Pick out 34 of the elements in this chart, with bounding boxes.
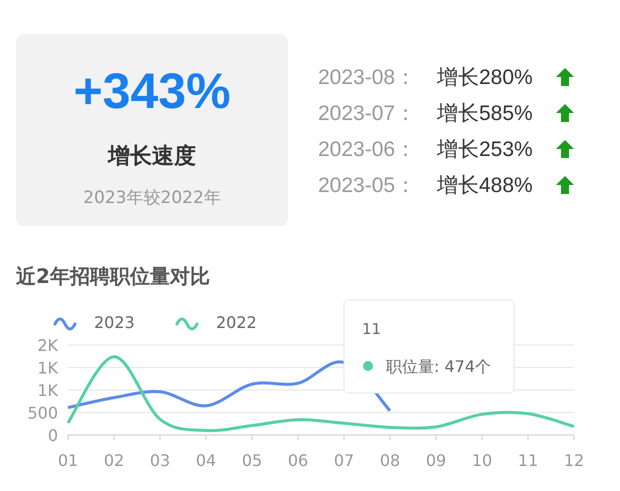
text: 2023-05： xyxy=(318,174,416,197)
text: 11 xyxy=(362,320,382,338)
text: 2023-07： xyxy=(318,102,416,125)
x-tick-label: 01 xyxy=(58,451,78,470)
legend-label: 2022 xyxy=(216,313,257,332)
annotation: 职位量: 474个 xyxy=(386,357,492,376)
x-tick-label: 12 xyxy=(564,451,584,470)
text: 增长253% xyxy=(436,138,533,161)
line-series xyxy=(66,355,576,432)
text: 增长280% xyxy=(436,66,533,89)
text: 2023-06： xyxy=(318,138,416,161)
text: +343% xyxy=(73,63,231,119)
y-tick-label: 2K xyxy=(37,336,59,355)
x-tick-label: 03 xyxy=(150,451,170,470)
x-tick-label: 02 xyxy=(104,451,124,470)
text: 2023年较2022年 xyxy=(83,188,221,208)
x-tick-label: 08 xyxy=(380,451,400,470)
y-tick-label: 1K xyxy=(37,381,59,400)
x-tick-label: 10 xyxy=(472,451,492,470)
y-tick-label: 0 xyxy=(48,426,58,445)
x-tick-label: 04 xyxy=(196,451,216,470)
text: 增长488% xyxy=(436,174,533,197)
legend-label: 2023 xyxy=(94,313,135,332)
x-tick-label: 09 xyxy=(426,451,446,470)
x-tick-label: 06 xyxy=(288,451,308,470)
x-tick-label: 07 xyxy=(334,451,354,470)
chart-title: 近2年招聘职位量对比 xyxy=(15,264,210,288)
x-tick-label: 11 xyxy=(518,451,538,470)
x-tick-label: 05 xyxy=(242,451,262,470)
y-tick-label: 500 xyxy=(27,404,58,422)
text: 2023-08： xyxy=(318,66,416,89)
y-tick-label: 1K xyxy=(37,358,59,378)
text: 增长585% xyxy=(436,102,533,125)
text: 增长速度 xyxy=(107,143,196,169)
